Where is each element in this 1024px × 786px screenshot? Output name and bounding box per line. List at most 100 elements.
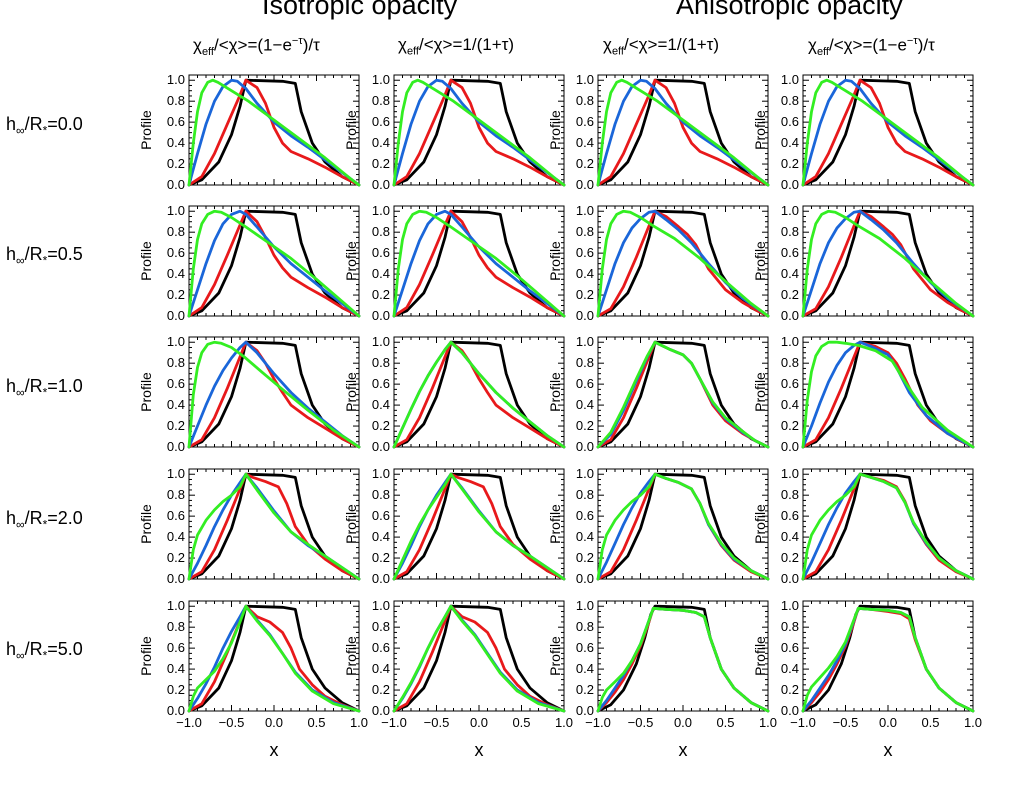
panel-r1-c2-ytick-label: 0.8 xyxy=(372,93,390,108)
panel-r5-c2-line-red xyxy=(392,604,566,713)
panel-r5-c4-ytick-label: 0.2 xyxy=(781,682,799,697)
panel-r5-c2-ytick-label: 0.8 xyxy=(372,619,390,634)
panel-r5-c4-ylabel: Profile xyxy=(752,636,768,676)
panel-r1-c1-ytick-label: 0.0 xyxy=(167,177,185,192)
panel-r4-c3-ytick-label: 0.6 xyxy=(576,508,594,523)
panel-r5-c3-line-green xyxy=(596,606,770,713)
panel-r5-c2-xtick-label: −0.5 xyxy=(424,715,450,730)
group-title-anisotropic: Anisotropic opacity xyxy=(676,0,903,20)
panel-r1-c4-line-green xyxy=(801,78,975,187)
panel-r2-c1-line-black xyxy=(187,209,361,318)
panel-r5-c1-ytick-label: 0.0 xyxy=(167,703,185,718)
panel-r1-c3-ytick-label: 0.2 xyxy=(576,156,594,171)
panel-r1-c2-line-green xyxy=(392,78,566,187)
panel-r5-c4-xtick-label: 0.0 xyxy=(879,715,897,730)
panel-r4-c3-ytick-label: 0.4 xyxy=(576,529,594,544)
column-title-2: χeff/<χ>=1/(1+τ) xyxy=(398,35,514,58)
panel-r1-c3-line-green xyxy=(596,78,770,187)
panel-r2-c2-ytick-label: 0.2 xyxy=(372,287,390,302)
panel-r2-c2-line-black xyxy=(392,209,566,318)
panel-r1-c1-line-black xyxy=(187,78,361,187)
panel-r4-c1-ytick-label: 1.0 xyxy=(167,466,185,481)
panel-r3-c4-ytick-label: 1.0 xyxy=(781,334,799,349)
panel-r4-c1-line-red xyxy=(187,472,361,581)
panel-r2-c4-line-black xyxy=(801,209,975,318)
panel-r5-c4-xlabel: x xyxy=(884,740,893,760)
panel-r3-c1-ytick-label: 0.6 xyxy=(167,376,185,391)
panel-r2-c1-line-green xyxy=(187,209,361,318)
panel-r3-c1-ylabel: Profile xyxy=(138,372,154,412)
panel-r2-c3-ytick-label: 0.0 xyxy=(576,308,594,323)
panel-r4-c1-ylabel: Profile xyxy=(138,504,154,544)
panel-r1-c4-ytick-label: 0.4 xyxy=(781,135,799,150)
panel-r5-c4-ytick-label: 1.0 xyxy=(781,598,799,613)
panel-r3-c4-ytick-label: 0.2 xyxy=(781,418,799,433)
panel-r5-c2-ytick-label: 0.6 xyxy=(372,640,390,655)
panel-r2-c3-line-green xyxy=(596,209,770,318)
panel-r3-c3-ytick-label: 0.2 xyxy=(576,418,594,433)
panel-r2-c4-line-red xyxy=(801,209,975,318)
panel-r1-c4-line-black xyxy=(801,78,975,187)
panel-r1-c4-ytick-label: 0.6 xyxy=(781,114,799,129)
panel-r5-c2-ylabel: Profile xyxy=(343,636,359,676)
panel-r5-c1-xtick-label: 0.0 xyxy=(265,715,283,730)
panel-r5-c4-ytick-label: 0.8 xyxy=(781,619,799,634)
row-label-2: h∞/R*=0.5 xyxy=(6,244,83,268)
panel-r4-c2-line-green xyxy=(392,472,566,581)
panel-r1-c1-ylabel: Profile xyxy=(138,110,154,150)
panel-r1-c1-line-red xyxy=(187,78,361,187)
panel-r5-c1-ytick-label: 0.2 xyxy=(167,682,185,697)
panel-r2-c2-ytick-label: 0.8 xyxy=(372,224,390,239)
panel-r2-c3-ylabel: Profile xyxy=(547,241,563,281)
panel-r1-c4-line-red xyxy=(801,78,975,187)
panel-r2-c1-ytick-label: 0.4 xyxy=(167,266,185,281)
panel-r3-c3-line-green xyxy=(596,340,770,449)
panel-r1-c2-ytick-label: 0.4 xyxy=(372,135,390,150)
panel-r2-c4-ytick-label: 0.4 xyxy=(781,266,799,281)
panel-r4-c2-ytick-label: 0.8 xyxy=(372,487,390,502)
panel-r3-c1-line-blue xyxy=(187,340,361,449)
panel-r5-c2-ytick-label: 0.0 xyxy=(372,703,390,718)
panel-r5-c1-xtick-label: 1.0 xyxy=(350,715,368,730)
panel-r3-c1-ytick-label: 1.0 xyxy=(167,334,185,349)
panel-r3-c2-line-green xyxy=(392,340,566,449)
panel-r2-c4-line-green xyxy=(801,209,975,318)
panel-r5-c3-ytick-label: 1.0 xyxy=(576,598,594,613)
panel-r5-c1-xtick-label: −1.0 xyxy=(176,715,202,730)
panel-r5-c3-ylabel: Profile xyxy=(547,636,563,676)
panel-r2-c3-ytick-label: 0.2 xyxy=(576,287,594,302)
panel-r4-c2-line-red xyxy=(392,472,566,581)
panel-r4-c3-line-green xyxy=(596,472,770,581)
panel-r5-c1-ytick-label: 1.0 xyxy=(167,598,185,613)
panel-r3-c4-line-blue xyxy=(801,340,975,449)
panel-r1-c2-line-red xyxy=(392,78,566,187)
panel-r4-c3-ytick-label: 1.0 xyxy=(576,466,594,481)
panel-r1-c2-line-blue xyxy=(392,78,566,187)
panel-r4-c1-line-green xyxy=(187,472,361,581)
panel-r1-c1-ytick-label: 0.2 xyxy=(167,156,185,171)
panel-r3-c3-ylabel: Profile xyxy=(547,372,563,412)
panel-r1-c2-ytick-label: 0.6 xyxy=(372,114,390,129)
panel-r5-c1-ytick-label: 0.8 xyxy=(167,619,185,634)
panel-r5-c4-line-green xyxy=(801,606,975,713)
panel-r3-c4-ytick-label: 0.8 xyxy=(781,355,799,370)
panel-r1-c1-ytick-label: 0.6 xyxy=(167,114,185,129)
panel-r2-c2-ytick-label: 1.0 xyxy=(372,203,390,218)
panel-r1-c2-ytick-label: 0.2 xyxy=(372,156,390,171)
panel-r5-c3-xtick-label: −0.5 xyxy=(628,715,654,730)
panel-r2-c4-ytick-label: 0.0 xyxy=(781,308,799,323)
panel-r4-c1-ytick-label: 0.0 xyxy=(167,571,185,586)
panel-r2-c2-line-blue xyxy=(392,209,566,318)
panel-r4-c2-ytick-label: 0.4 xyxy=(372,529,390,544)
column-title-4: χeff/<χ>=(1−e−τ)/τ xyxy=(808,35,935,59)
panel-r2-c2-line-green xyxy=(392,209,566,318)
panel-r5-c1-line-red xyxy=(187,604,361,713)
panel-r3-c4-ylabel: Profile xyxy=(752,372,768,412)
panel-r1-c4-ytick-label: 1.0 xyxy=(781,72,799,87)
panel-r5-c3-ytick-label: 0.6 xyxy=(576,640,594,655)
panel-r2-c2-ytick-label: 0.6 xyxy=(372,245,390,260)
panel-r5-c4-ytick-label: 0.6 xyxy=(781,640,799,655)
panel-r1-c3-ylabel: Profile xyxy=(547,110,563,150)
panel-r5-c2-xtick-label: 1.0 xyxy=(555,715,573,730)
